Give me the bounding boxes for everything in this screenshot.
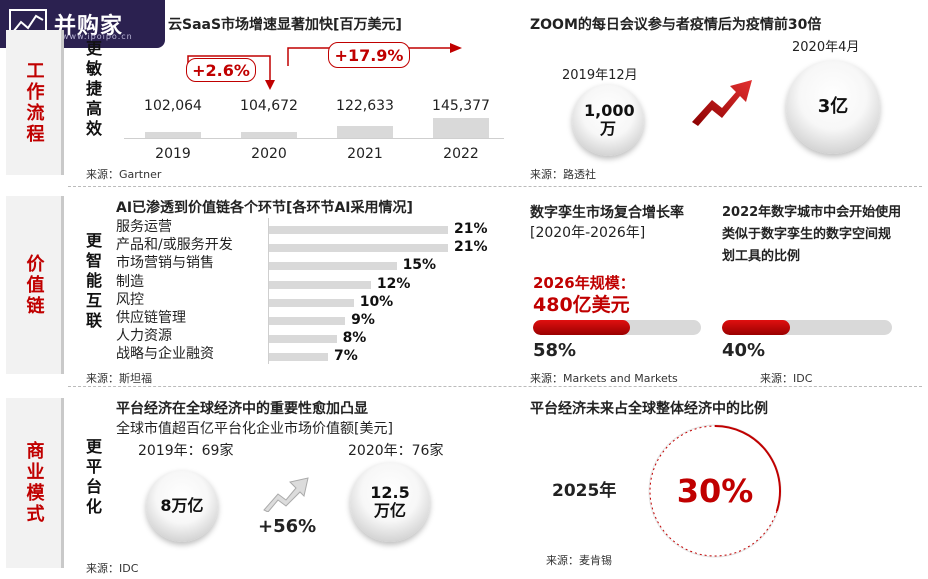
- zoom-date-after: 2020年4月: [792, 40, 860, 55]
- ai-value-label: 9%: [351, 312, 375, 328]
- workflow-vertical-label: 更敏捷高效: [83, 40, 102, 140]
- saas-value-label: 122,633: [336, 98, 394, 114]
- city-progress-bar: [722, 320, 892, 335]
- saas-year-label: 2021: [347, 146, 383, 162]
- ai-bar: [268, 226, 448, 234]
- saas-year-label: 2022: [443, 146, 479, 162]
- ai-category-label: 人力资源: [116, 328, 172, 345]
- logo-url: www.ipoipo.cn: [62, 32, 133, 41]
- platform-2019-bubble: 8万亿: [146, 470, 218, 542]
- twin-progress-fill: [533, 320, 631, 335]
- share-source: 来源：麦肯锡: [546, 554, 612, 567]
- platform-title: 平台经济在全球经济中的重要性愈加凸显: [116, 401, 368, 417]
- ai-category-label: 制造: [116, 273, 144, 290]
- saas-value-label: 104,672: [240, 98, 298, 114]
- saas-bar: [145, 132, 201, 138]
- ai-bar: [268, 280, 371, 289]
- platform-source: 来源：IDC: [86, 562, 139, 575]
- platform-2020-bubble: 12.5万亿: [350, 462, 430, 542]
- ai-axis: [268, 218, 269, 364]
- ai-value-label: 21%: [454, 239, 488, 256]
- saas-title: 云SaaS市场增速显著加快[百万美元]: [168, 17, 402, 33]
- divider: [68, 386, 922, 387]
- tab-business-model: 商业模式: [6, 398, 64, 568]
- twin-source: 来源：Markets and Markets: [530, 372, 678, 385]
- platform-count-2019: 2019年：69家: [138, 443, 234, 459]
- ai-bar: [268, 317, 346, 325]
- zoom-date-before: 2019年12月: [562, 68, 638, 83]
- platform-count-2020: 2020年：76家: [348, 443, 444, 459]
- city-source: 来源：IDC: [760, 372, 813, 385]
- saas-axis: [124, 138, 504, 139]
- saas-bar: [241, 132, 297, 138]
- twin-title: 数字孪生市场复合增长率: [530, 205, 684, 221]
- ai-category-label: 服务运营: [116, 219, 172, 235]
- ai-bar: [268, 335, 337, 344]
- share-title: 平台经济未来占全球整体经济中的比例: [530, 401, 768, 417]
- saas-value-label: 145,377: [432, 98, 490, 114]
- platform-subtitle: 全球市值超百亿平台化企业市场价值额[美元]: [116, 421, 393, 437]
- twin-scale-value: 480亿美元: [533, 294, 630, 316]
- twin-percent: 58%: [533, 340, 577, 361]
- donut-slice: [714, 425, 781, 512]
- value-chain-vertical-label: 更智能互联: [83, 232, 102, 332]
- twin-progress-bar: [533, 320, 701, 335]
- ai-category-label: 产品和/或服务开发: [116, 237, 233, 254]
- zoom-title: ZOOM的每日会议参与者疫情后为疫情前30倍: [530, 17, 822, 33]
- ai-category-label: 风控: [116, 291, 144, 308]
- ai-bar: [268, 298, 354, 307]
- ai-category-label: 市场营销与销售: [116, 255, 214, 272]
- ai-value-label: 10%: [359, 293, 394, 310]
- ai-value-label: 21%: [454, 221, 488, 237]
- city-title: 2022年数字城市中会开始使用类似于数字孪生的数字空间规划工具的比例: [722, 205, 902, 264]
- ai-category-label: 供应链管理: [116, 310, 186, 326]
- ai-value-label: 15%: [402, 257, 437, 274]
- growth-arrow-icon: [263, 477, 309, 512]
- saas-year-label: 2020: [251, 146, 287, 162]
- ai-source: 来源：斯坦福: [86, 372, 152, 385]
- logo-text: 并购家: [54, 14, 124, 39]
- ai-category-label: 战略与企业融资: [116, 346, 214, 363]
- growth-badge-2019-2020: +2.6%: [186, 58, 256, 82]
- tab-workflow: 工作流程: [6, 30, 64, 175]
- donut-value-label: 30%: [677, 472, 754, 510]
- zoom-source: 来源：路透社: [530, 168, 596, 181]
- divider: [68, 186, 922, 187]
- growth-badge-2020-2021: +17.9%: [328, 42, 410, 68]
- share-donut-chart: 30%: [648, 424, 782, 558]
- saas-value-label: 102,064: [144, 98, 202, 114]
- city-progress-fill: [722, 320, 790, 335]
- twin-period: [2020年-2026年]: [530, 225, 646, 241]
- ai-title: AI已渗透到价值链各个环节[各环节AI采用情况]: [116, 200, 413, 216]
- saas-source: 来源：Gartner: [86, 168, 162, 181]
- trend-arrow-icon: [692, 80, 752, 126]
- tab-value-chain: 价值链: [6, 196, 64, 374]
- saas-year-label: 2019: [155, 146, 191, 162]
- platform-growth: +56%: [258, 516, 317, 537]
- zoom-after-bubble: 3亿: [786, 60, 880, 154]
- city-percent: 40%: [722, 340, 766, 361]
- ai-value-label: 8%: [342, 330, 367, 347]
- ai-bar: [268, 353, 328, 362]
- twin-scale-label: 2026年规模：: [533, 274, 635, 292]
- ai-bar: [268, 262, 397, 271]
- business-vertical-label: 更平台化: [83, 438, 102, 518]
- zoom-before-bubble: 1,000万: [572, 84, 644, 156]
- share-year: 2025年: [552, 481, 617, 501]
- saas-bar: [337, 126, 393, 138]
- saas-bar: [433, 117, 489, 138]
- ai-bar: [268, 244, 448, 253]
- ai-value-label: 7%: [334, 348, 358, 365]
- ai-value-label: 12%: [376, 275, 411, 292]
